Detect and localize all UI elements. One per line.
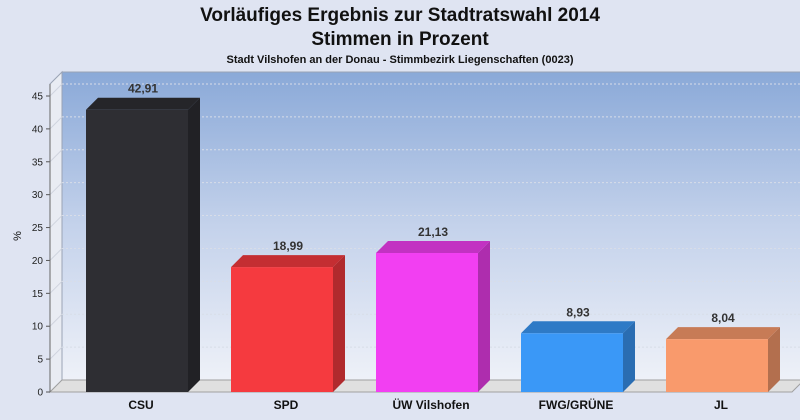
x-tick-label: ÜW Vilshofen [392, 397, 469, 412]
bar-value-label: 18,99 [273, 239, 303, 253]
gridline-side [49, 182, 63, 196]
bar-side [768, 327, 780, 392]
gridline-side [49, 313, 63, 327]
bar-top [666, 327, 780, 340]
bar-front[interactable] [376, 253, 478, 392]
bar-value-label: 8,04 [711, 311, 735, 325]
bar-3[interactable] [376, 241, 490, 392]
chart-title-line2: Stimmen in Prozent [311, 29, 489, 50]
bar-top [231, 255, 345, 268]
y-tick-label: 25 [32, 223, 44, 234]
bar-side [478, 241, 490, 392]
y-tick-label: 5 [37, 355, 43, 366]
bar-1[interactable] [86, 97, 200, 392]
gridline-side [49, 215, 63, 228]
gridline-side [49, 149, 63, 163]
y-tick-label: 45 [32, 92, 44, 103]
bar-top [521, 321, 635, 334]
bar-side [188, 97, 200, 392]
chart-subtitle: Stadt Vilshofen an der Donau - Stimmbezi… [226, 54, 574, 66]
bar-value-label: 21,13 [418, 225, 448, 239]
x-tick-label: CSU [128, 398, 153, 412]
gridline-side [49, 248, 63, 261]
x-tick-label: FWG/GRÜNE [539, 397, 614, 412]
bar-2[interactable] [231, 255, 345, 392]
gridline-side [49, 116, 63, 130]
bar-front[interactable] [86, 109, 188, 392]
y-axis-label: % [12, 231, 24, 241]
x-tick-label: SPD [274, 398, 299, 412]
bar-side [333, 255, 345, 392]
y-tick-label: 20 [32, 256, 44, 267]
y-tick-label: 40 [32, 124, 44, 135]
bar-side [623, 321, 635, 392]
y-tick-label: 15 [32, 289, 44, 300]
y-tick-label: 35 [32, 157, 44, 168]
bar-top [86, 97, 200, 110]
bar-front[interactable] [521, 333, 623, 392]
y-tick-label: 10 [32, 322, 44, 333]
bar-top [376, 241, 490, 254]
y-tick-label: 30 [32, 190, 44, 201]
chart-title: Vorläufiges Ergebnis zur Stadtratswahl 2… [200, 5, 600, 26]
bar-front[interactable] [666, 339, 768, 392]
bar-front[interactable] [231, 267, 333, 392]
plot-side-wall [49, 70, 63, 394]
gridline-side [49, 280, 63, 294]
bar-5[interactable] [666, 327, 780, 392]
y-tick-label: 0 [37, 388, 43, 399]
x-tick-label: JL [714, 398, 728, 412]
bar-value-label: 8,93 [566, 305, 590, 319]
bar-4[interactable] [521, 321, 635, 392]
bar-value-label: 42,91 [128, 82, 158, 96]
gridline-side [49, 83, 63, 97]
gridline-side [49, 346, 63, 360]
